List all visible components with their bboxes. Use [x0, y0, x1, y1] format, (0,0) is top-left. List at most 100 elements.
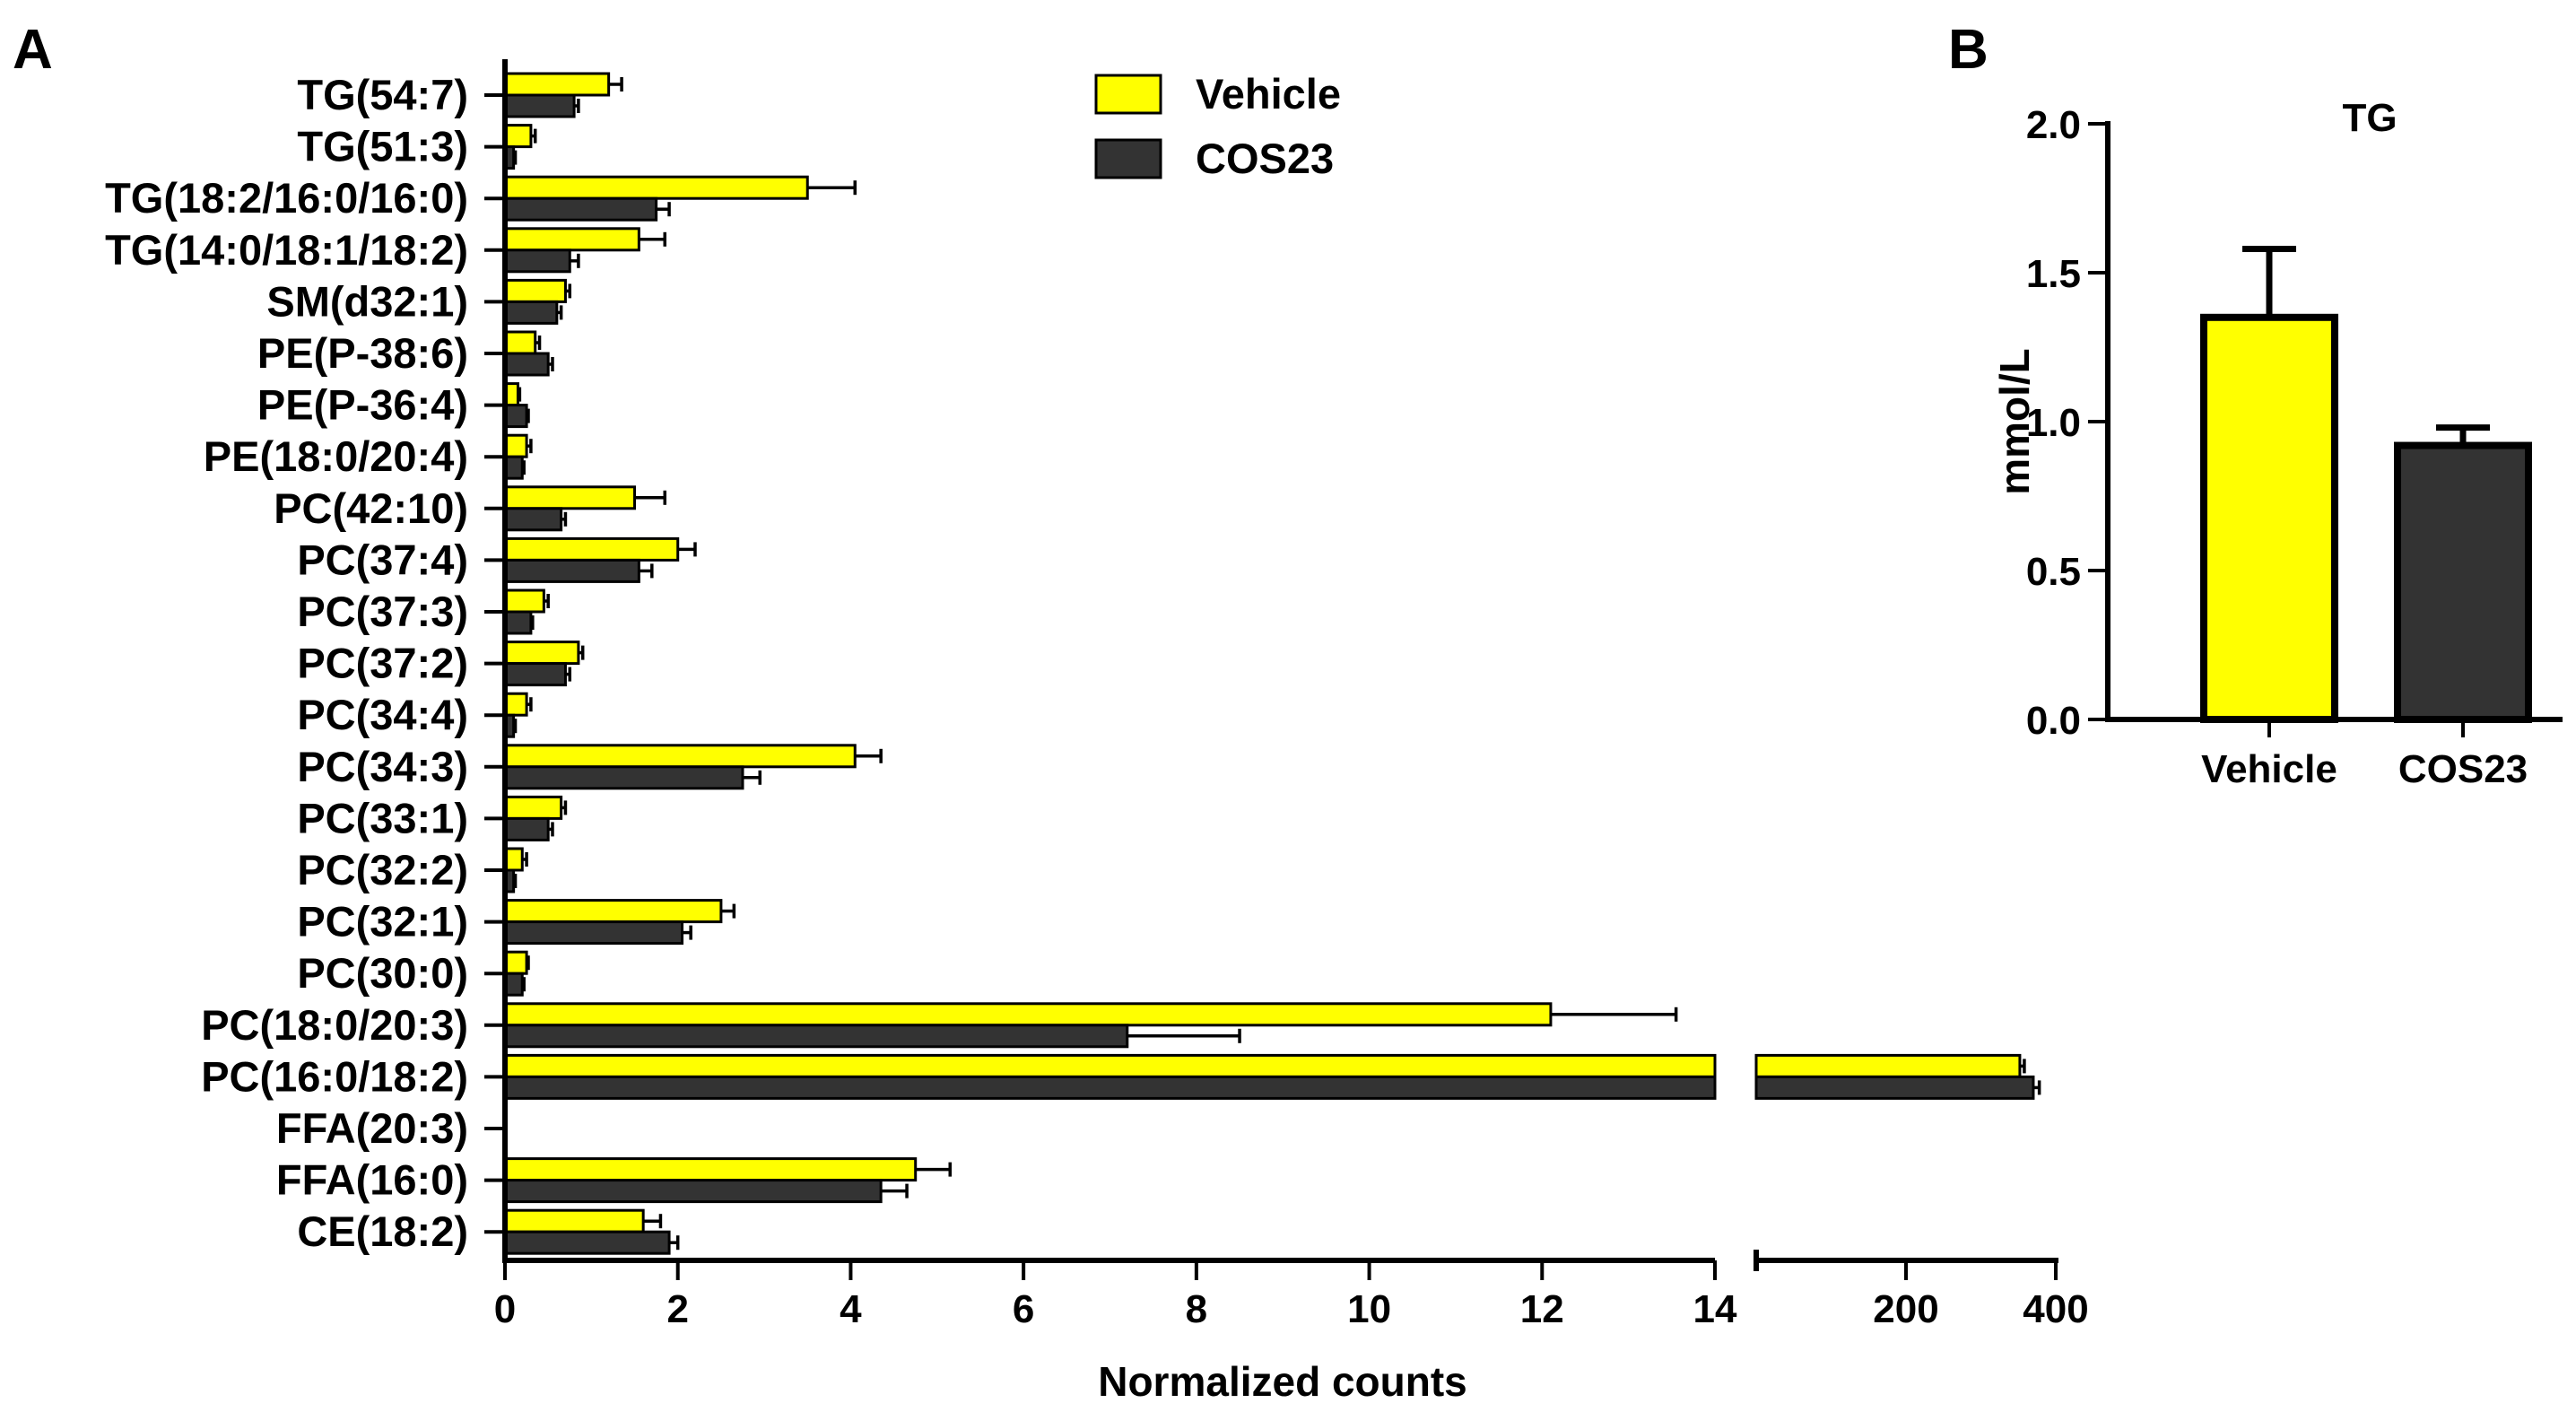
error-bar-cos23-tg-54-7 [574, 99, 580, 113]
error-bar-vehicle-tg-18-2-16-0-16-0 [807, 180, 857, 196]
error-bar-vehicle-pc-32-2 [522, 852, 528, 867]
bar-cos23-ffa-16-0 [503, 1179, 883, 1204]
category-label: CE(18:2) [297, 1207, 468, 1255]
category-label: PE(P-38:6) [257, 329, 468, 377]
panel-a-error-bars [513, 77, 2041, 1251]
b-bar-vehicle [2200, 313, 2338, 723]
bar-vehicle-pc-37-3 [503, 588, 545, 614]
error-bar-vehicle-pc-16-0-18-2 [2019, 1059, 2026, 1074]
legend-swatch-cos23 [1094, 138, 1162, 179]
category-label: TG(54:7) [297, 71, 468, 118]
bar-cos23-pc-33-1 [503, 816, 550, 841]
category-label: PE(18:0/20:4) [204, 432, 468, 480]
panel-b-axes: 0.0 0.5 1.0 1.5 2.0 Vehicle COS23 TG mmol/L [1991, 96, 2563, 791]
category-label: FFA(20:3) [276, 1104, 468, 1152]
bar-vehicle-pc-37-2 [503, 641, 580, 666]
bar-cos23-pc-16-0-18-2-broken-part [1754, 1075, 2035, 1100]
panel-a-label: A [13, 19, 53, 81]
category-label: TG(14:0/18:1/18:2) [105, 226, 468, 274]
b-y-tick-label: 1.0 [2026, 401, 2081, 445]
category-label: FFA(16:0) [276, 1156, 468, 1204]
error-bar-cos23-pc-32-2 [513, 874, 518, 888]
bar-cos23-tg-14-0-18-1-18-2 [503, 248, 571, 274]
panel-a-chart: TG(54:7) TG(51:3)TG(18:2/16:0/16:0)TG(14:… [105, 59, 2089, 1405]
category-label: SM(d32:1) [266, 277, 468, 325]
error-bar-vehicle-pc-37-4 [677, 542, 697, 557]
error-bar-vehicle-pc-30-0 [527, 955, 530, 971]
category-label: PC(34:4) [297, 691, 468, 738]
b-x-tick-label: Vehicle [2201, 747, 2337, 791]
b-y-tick-label: 2.0 [2026, 103, 2081, 147]
error-bar-vehicle-tg-54-7 [608, 77, 623, 92]
bar-vehicle-pc-42-10 [503, 485, 637, 510]
bar-vehicle-tg-51-3 [503, 124, 533, 149]
error-bar-cos23-pc-18-0-20-3 [1127, 1028, 1241, 1043]
bar-vehicle-pc-16-0-18-2-broken-part [1754, 1053, 2022, 1078]
error-bar-vehicle-pc-32-1 [720, 903, 736, 919]
error-bar-cos23-pc-32-1 [682, 925, 692, 940]
error-bar-cos23-ffa-16-0 [881, 1183, 909, 1198]
x-tick-label: 12 [1520, 1287, 1564, 1331]
category-label: PC(42:10) [274, 484, 468, 532]
bar-cos23-pc-18-0-20-3 [503, 1024, 1129, 1049]
error-bar-cos23-pc-34-3 [742, 770, 762, 785]
bar-cos23-ce-18-2 [503, 1230, 671, 1255]
category-label: PC(32:1) [297, 898, 468, 946]
x-tick-label: 0 [494, 1287, 516, 1331]
bar-vehicle-tg-54-7 [503, 72, 611, 97]
category-label: PE(P-36:4) [257, 381, 468, 429]
bar-cos23-pc-37-2 [503, 662, 567, 687]
error-bar-cos23-pc-37-4 [639, 563, 654, 579]
bar-vehicle-pc-16-0-18-2 [503, 1053, 1717, 1078]
category-label: TG(18:2/16:0/16:0) [105, 174, 468, 222]
legend-label-vehicle: Vehicle [1196, 70, 1341, 118]
error-bar-cos23-pc-33-1 [548, 822, 554, 837]
b-x-tick-label: COS23 [2398, 747, 2528, 791]
bar-cos23-pc-42-10 [503, 507, 563, 532]
bar-vehicle-tg-14-0-18-1-18-2 [503, 227, 640, 252]
error-bar-cos23-ce-18-2 [669, 1235, 680, 1251]
b-y-axis-title: mmol/L [1991, 348, 2038, 495]
error-bar-vehicle-pc-18-0-20-3 [1550, 1007, 1678, 1022]
bar-vehicle-pc-30-0 [503, 950, 528, 975]
error-bar-cos23-pc-37-2 [565, 667, 572, 682]
error-bar-vehicle-pe-18-0-20-4 [527, 439, 533, 454]
category-label: PC(16:0/18:2) [201, 1052, 468, 1100]
category-label: TG(51:3) [297, 123, 468, 170]
bar-cos23-pc-34-3 [503, 765, 744, 790]
bar-cos23-pe-p-36-4 [503, 404, 528, 429]
panel-b-bars [2200, 245, 2532, 723]
b-y-tick-label: 1.5 [2026, 252, 2081, 296]
category-label: PC(33:1) [297, 794, 468, 841]
error-bar-cos23-tg-18-2-16-0-16-0 [656, 202, 671, 217]
b-y-tick-label: 0.5 [2026, 550, 2081, 594]
category-label: PC(34:3) [297, 743, 468, 790]
error-bar-vehicle-pe-p-38-6 [535, 336, 542, 350]
category-label: PC(37:4) [297, 536, 468, 583]
error-bar-vehicle-pc-33-1 [561, 800, 568, 815]
x-tick-label: 4 [840, 1287, 862, 1331]
error-bar-cos23-pe-p-36-4 [527, 408, 530, 423]
error-bar-vehicle-sm-d32-1 [565, 283, 572, 299]
error-bar-cos23-sm-d32-1 [556, 305, 563, 320]
b-y-tick-label: 0.0 [2026, 699, 2081, 743]
x-tick-label: 400 [2023, 1287, 2088, 1331]
error-bar-cos23-pc-30-0 [522, 977, 526, 992]
bar-vehicle-ce-18-2 [503, 1208, 645, 1233]
error-bar-vehicle-pc-42-10 [634, 490, 667, 505]
panel-b-label: B [1948, 19, 1989, 81]
bar-cos23-pc-37-4 [503, 558, 640, 583]
error-bar-cos23-tg-14-0-18-1-18-2 [570, 253, 580, 268]
x-tick-label: 8 [1186, 1287, 1207, 1331]
b-error-bar-cos23 [2436, 424, 2490, 446]
b-bar-cos23 [2394, 441, 2532, 723]
error-bar-vehicle-pc-34-3 [855, 748, 883, 763]
bar-cos23-pc-32-1 [503, 920, 684, 946]
bar-vehicle-tg-18-2-16-0-16-0 [503, 175, 809, 200]
bar-vehicle-pc-32-1 [503, 899, 723, 924]
panel-a-bars [503, 72, 2035, 1255]
bar-vehicle-ffa-16-0 [503, 1157, 918, 1182]
x-tick-label: 10 [1347, 1287, 1391, 1331]
category-label: PC(37:3) [297, 588, 468, 635]
